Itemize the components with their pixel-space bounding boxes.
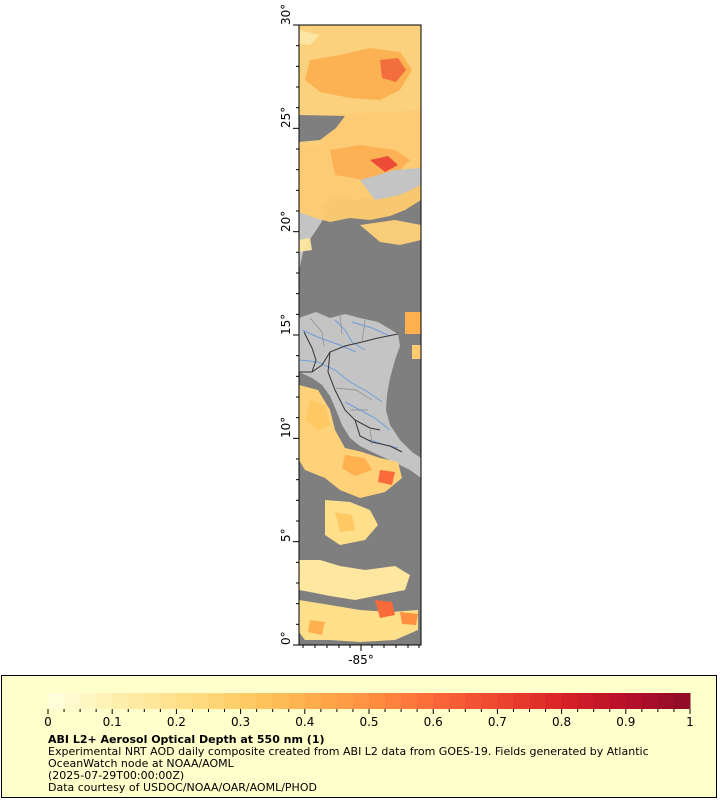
- colorbar-cell: [481, 693, 498, 709]
- colorbar-cell: [320, 693, 338, 709]
- colorbar-cell: [577, 693, 595, 709]
- colorbar-tick-label: 0.5: [359, 715, 378, 729]
- colorbar-cell: [465, 693, 482, 709]
- ocean-gap-north: [299, 115, 345, 142]
- colorbar-cell: [561, 693, 579, 709]
- colorbar-cell: [288, 693, 306, 709]
- legend-time: (2025-07-29T00:00:00Z): [48, 769, 185, 782]
- land-gap-north: [360, 168, 421, 200]
- legend-description: Experimental NRT AOD daily composite cre…: [48, 745, 649, 770]
- colorbar-cell: [609, 693, 627, 709]
- aod-overlay-caribbean: [405, 312, 421, 359]
- colorbar-cell: [192, 693, 209, 709]
- colorbar-cell: [240, 693, 258, 709]
- colorbar-cell: [272, 693, 290, 709]
- colorbar-cell: [641, 693, 659, 709]
- colorbar-cell: [304, 693, 322, 709]
- colorbar-tick-label: 0: [44, 715, 52, 729]
- colorbar-cell: [593, 693, 611, 709]
- colorbar-cells: [48, 693, 691, 709]
- colorbar-cell: [529, 693, 547, 709]
- colorbar-cell: [256, 693, 274, 709]
- colorbar-cell: [352, 693, 370, 709]
- latitude-ticks: [293, 24, 299, 646]
- colorbar-cell: [513, 693, 530, 709]
- colorbar-cell: [417, 693, 434, 709]
- longitude-ticks: [302, 645, 420, 651]
- latitude-labels: 0° 5° 10° 15° 20° 25° 30°: [279, 4, 293, 645]
- colorbar-cell: [545, 693, 563, 709]
- colorbar-cell: [112, 693, 129, 709]
- aod-map: 0° 5° 10° 15° 20° 25° 30° -85°: [279, 4, 422, 667]
- colorbar-tick-label: 0.2: [167, 715, 186, 729]
- map-panel: 0° 5° 10° 15° 20° 25° 30° -85°: [279, 4, 422, 667]
- colorbar-cell: [224, 693, 242, 709]
- colorbar-tick-label: 0.6: [424, 715, 443, 729]
- colorbar-cell: [160, 693, 177, 709]
- state-borders: [309, 315, 373, 445]
- colorbar-cell: [449, 693, 466, 709]
- colorbar-cell: [673, 693, 691, 709]
- colorbar-tick-label: 0.1: [103, 715, 122, 729]
- colorbar-cell: [176, 693, 193, 709]
- lat-label-10: 10°: [279, 417, 293, 438]
- colorbar-cell: [144, 693, 161, 709]
- colorbar-cell: [48, 693, 65, 709]
- lat-label-15: 15°: [279, 314, 293, 335]
- colorbar-cell: [80, 693, 97, 709]
- colorbar-cell: [497, 693, 514, 709]
- colorbar-tick-label: 0.3: [231, 715, 250, 729]
- colorbar-tick-label: 0.7: [488, 715, 507, 729]
- lat-label-20: 20°: [279, 211, 293, 232]
- colorbar-tick-label: 0.9: [616, 715, 635, 729]
- colorbar-cell: [385, 693, 402, 709]
- colorbar-cell: [128, 693, 145, 709]
- legend-text: ABI L2+ Aerosol Optical Depth at 550 nm …: [48, 734, 688, 794]
- colorbar-cell: [64, 693, 81, 709]
- colorbar-tick-label: 0.4: [295, 715, 314, 729]
- lat-label-30: 30°: [279, 4, 293, 25]
- lat-label-25: 25°: [279, 107, 293, 128]
- colorbar-cell: [369, 693, 386, 709]
- colorbar: 0 0.1 0.2 0.3 0.4 0.5 0.6 0.7 0.8 0.9 1: [44, 693, 694, 729]
- aod-overlay-south: [299, 385, 418, 642]
- colorbar-cell: [208, 693, 226, 709]
- lat-label-5: 5°: [279, 528, 293, 542]
- colorbar-cell: [96, 693, 113, 709]
- colorbar-labels: 0 0.1 0.2 0.3 0.4 0.5 0.6 0.7 0.8 0.9 1: [44, 715, 694, 729]
- colorbar-cell: [336, 693, 354, 709]
- colorbar-cell: [401, 693, 418, 709]
- legend-panel: 0 0.1 0.2 0.3 0.4 0.5 0.6 0.7 0.8 0.9 1 ABI L2+ Ae…: [1, 675, 717, 798]
- colorbar-ticks: [47, 709, 691, 714]
- aod-overlay-north: [299, 25, 421, 252]
- colorbar-tick-label: 1: [686, 715, 694, 729]
- colorbar-cell: [625, 693, 643, 709]
- colorbar-cell: [657, 693, 675, 709]
- legend-credit: Data courtesy of USDOC/NOAA/OAR/AOML/PHO…: [48, 781, 317, 794]
- colorbar-cell: [433, 693, 450, 709]
- legend-title: ABI L2+ Aerosol Optical Depth at 550 nm …: [48, 733, 325, 746]
- lon-label-minus85: -85°: [348, 653, 374, 667]
- lat-label-0: 0°: [279, 631, 293, 645]
- colorbar-tick-label: 0.8: [552, 715, 571, 729]
